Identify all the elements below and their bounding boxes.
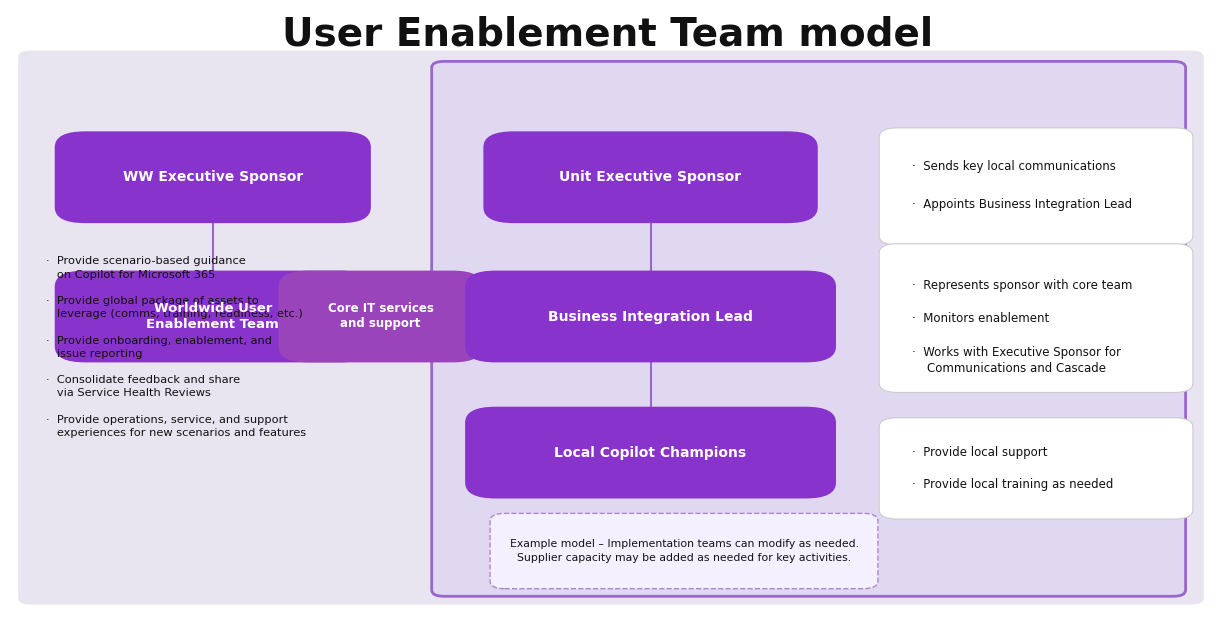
FancyBboxPatch shape bbox=[55, 271, 371, 362]
FancyBboxPatch shape bbox=[879, 418, 1193, 519]
Text: Unit Executive Sponsor: Unit Executive Sponsor bbox=[559, 170, 742, 184]
Text: Local Copilot Champions: Local Copilot Champions bbox=[554, 446, 747, 460]
FancyBboxPatch shape bbox=[465, 271, 837, 362]
Text: Worldwide User
Enablement Team: Worldwide User Enablement Team bbox=[146, 303, 280, 330]
Text: ·  Represents sponsor with core team: · Represents sponsor with core team bbox=[912, 279, 1132, 292]
FancyBboxPatch shape bbox=[879, 244, 1193, 392]
FancyBboxPatch shape bbox=[483, 132, 818, 223]
FancyBboxPatch shape bbox=[432, 61, 1186, 596]
Text: ·  Provide scenario-based guidance
   on Copilot for Microsoft 365

·  Provide g: · Provide scenario-based guidance on Cop… bbox=[46, 256, 306, 438]
Text: ·  Provide local support: · Provide local support bbox=[912, 446, 1047, 459]
FancyBboxPatch shape bbox=[55, 132, 371, 223]
Text: ·  Monitors enablement: · Monitors enablement bbox=[912, 312, 1049, 325]
Text: Business Integration Lead: Business Integration Lead bbox=[548, 310, 753, 323]
Text: ·  Provide local training as needed: · Provide local training as needed bbox=[912, 478, 1114, 491]
FancyBboxPatch shape bbox=[465, 406, 837, 499]
Text: WW Executive Sponsor: WW Executive Sponsor bbox=[123, 170, 303, 184]
Text: User Enablement Team model: User Enablement Team model bbox=[282, 16, 934, 54]
FancyBboxPatch shape bbox=[490, 513, 878, 589]
Text: ·  Works with Executive Sponsor for
    Communications and Cascade: · Works with Executive Sponsor for Commu… bbox=[912, 346, 1121, 375]
Text: ·  Appoints Business Integration Lead: · Appoints Business Integration Lead bbox=[912, 198, 1132, 211]
Text: Example model – Implementation teams can modify as needed.
Supplier capacity may: Example model – Implementation teams can… bbox=[510, 539, 858, 563]
Text: Core IT services
and support: Core IT services and support bbox=[327, 303, 434, 330]
FancyBboxPatch shape bbox=[278, 271, 483, 362]
Text: ·  Sends key local communications: · Sends key local communications bbox=[912, 160, 1116, 173]
FancyBboxPatch shape bbox=[18, 51, 1204, 605]
FancyBboxPatch shape bbox=[879, 128, 1193, 245]
